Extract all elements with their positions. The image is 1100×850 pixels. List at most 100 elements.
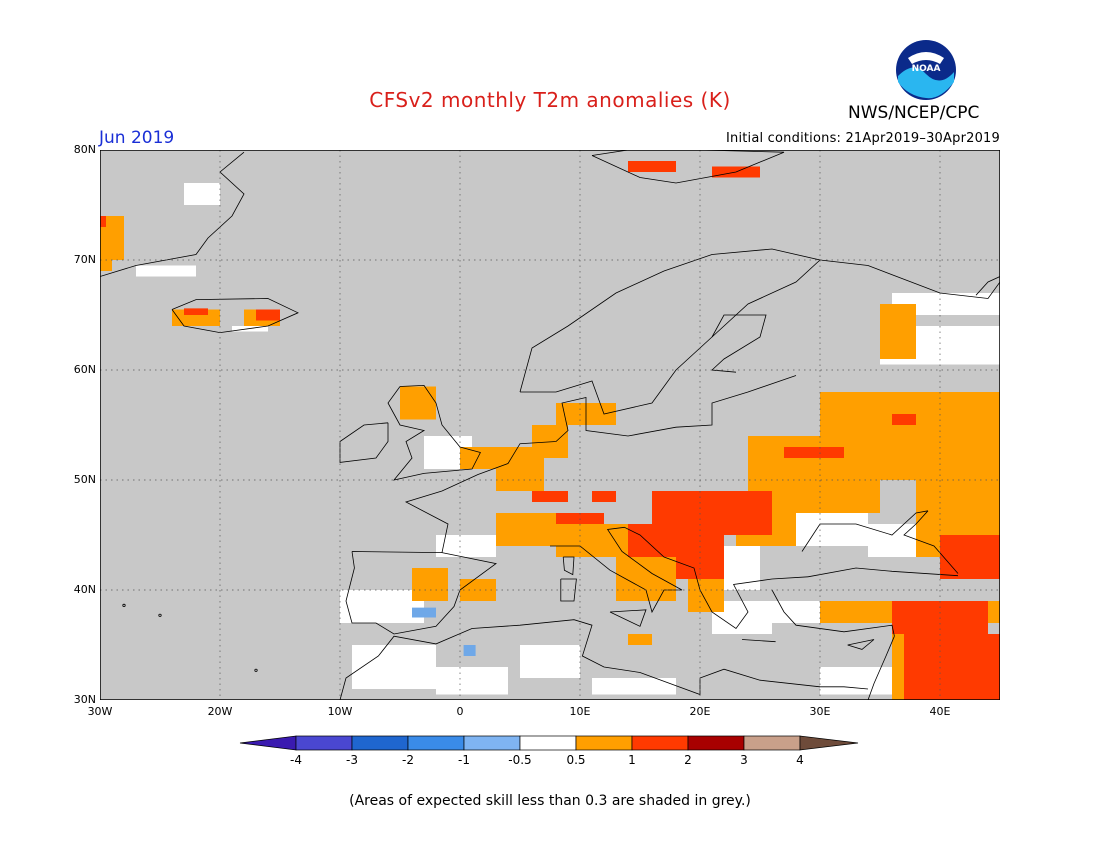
coastline: [339, 619, 869, 700]
coastline: [867, 636, 895, 700]
hot-anomaly-patch: [628, 524, 688, 557]
coastline: [903, 510, 959, 574]
near-normal-patch: [520, 645, 580, 678]
coastline: [975, 276, 1000, 296]
warm-anomaly-patch: [880, 304, 916, 359]
coastlines: [100, 150, 1000, 700]
hot-anomaly-patch: [592, 491, 616, 502]
colorbar-label: 2: [684, 753, 692, 767]
colorbar-label: -1: [458, 753, 470, 767]
warm-anomaly-patch: [412, 568, 448, 601]
coastline: [591, 150, 785, 184]
colorbar-arrow-high: [799, 735, 859, 751]
warm-anomaly-patch: [460, 579, 496, 601]
coastline: [404, 375, 797, 553]
lon-tick-label: 10E: [569, 705, 591, 718]
hot-anomaly-patch: [892, 414, 916, 425]
colorbar-label: -0.5: [508, 753, 532, 767]
warm-anomaly-patch: [496, 513, 556, 546]
near-normal-patch: [352, 645, 436, 689]
coastline: [560, 578, 577, 602]
hot-anomaly-patch: [628, 161, 676, 172]
lon-tick-label: 40E: [929, 705, 951, 718]
colorbar-swatch: [407, 735, 465, 751]
lat-tick-label: 60N: [73, 363, 96, 376]
lon-tick-label: 10W: [327, 705, 353, 718]
colorbar-swatch: [519, 735, 577, 751]
warm-anomaly-patch: [496, 447, 544, 491]
coastline: [550, 526, 809, 630]
coastline: [847, 639, 875, 650]
coastline: [519, 248, 821, 415]
initial-conditions: Initial conditions: 21Apr2019–30Apr2019: [725, 131, 1000, 146]
anomaly-patches: [100, 161, 1000, 700]
near-normal-patch: [136, 265, 196, 277]
colorbar-swatch: [295, 735, 353, 751]
colorbar-label: -3: [346, 753, 358, 767]
noaa-logo: NOAA: [896, 40, 956, 100]
colorbar-label: 1: [628, 753, 636, 767]
graticule: [100, 150, 1000, 700]
near-normal-patch: [436, 667, 508, 695]
lon-tick-label: 30W: [87, 705, 113, 718]
island: [254, 668, 258, 672]
hot-anomaly-patch: [256, 309, 280, 321]
colorbar-label: -4: [290, 753, 302, 767]
lat-tick-label: 30N: [73, 693, 96, 706]
colorbar-label: -2: [402, 753, 414, 767]
lat-tick-label: 70N: [73, 253, 96, 266]
coastline: [387, 384, 481, 481]
island: [158, 613, 162, 617]
lon-tick-label: 20E: [689, 705, 711, 718]
logo-text: NOAA: [912, 64, 941, 74]
coastline: [741, 639, 776, 643]
island: [122, 603, 126, 607]
coastline: [801, 510, 929, 552]
lat-tick-label: 40N: [73, 583, 96, 596]
hot-anomaly-patch: [904, 634, 1000, 700]
colorbar-label: 0.5: [566, 753, 586, 767]
colorbar-swatch: [743, 735, 801, 751]
coastline: [171, 298, 299, 334]
near-normal-patch: [892, 293, 1000, 315]
cool-anomaly-patch: [412, 607, 436, 618]
near-normal-patch: [436, 535, 496, 557]
cool-anomaly-patch: [463, 645, 476, 656]
near-normal-patch: [820, 667, 904, 695]
hot-anomaly-patch: [784, 447, 844, 458]
skill-footnote: (Areas of expected skill less than 0.3 a…: [349, 793, 751, 809]
hot-anomaly-patch: [100, 216, 106, 227]
lat-tick-label: 50N: [73, 473, 96, 486]
near-normal-patch: [772, 601, 820, 623]
colorbar-swatch: [351, 735, 409, 751]
colorbar-swatch: [631, 735, 689, 751]
lon-tick-label: 30E: [809, 705, 831, 718]
lon-tick-label: 0: [456, 705, 464, 718]
near-normal-patch: [592, 678, 676, 695]
colorbar-swatch: [575, 735, 633, 751]
coastline: [807, 567, 959, 578]
colorbar-swatch: [463, 735, 521, 751]
near-normal-patch: [796, 513, 868, 546]
lon-tick-label: 20W: [207, 705, 233, 718]
warm-anomaly-patch: [616, 557, 676, 601]
coastline: [609, 609, 647, 627]
hot-anomaly-patch: [184, 308, 208, 315]
organization-label: NWS/NCEP/CPC: [848, 103, 980, 123]
colorbar-label: 3: [740, 753, 748, 767]
warm-anomaly-patch: [820, 392, 1000, 480]
forecast-month: Jun 2019: [99, 128, 175, 148]
lat-tick-label: 80N: [73, 143, 96, 156]
near-normal-patch: [340, 590, 424, 623]
colorbar-swatch: [687, 735, 745, 751]
near-normal-patch: [184, 183, 220, 205]
warm-anomaly-patch: [628, 634, 652, 645]
colorbar-arrow-low: [239, 735, 297, 751]
warm-anomaly-patch: [400, 386, 436, 420]
chart-title: CFSv2 monthly T2m anomalies (K): [369, 88, 731, 112]
coastline: [345, 551, 497, 635]
colorbar: [239, 735, 859, 751]
colorbar-label: 4: [796, 753, 804, 767]
near-normal-patch: [712, 601, 772, 634]
anomaly-map: [100, 150, 1000, 700]
